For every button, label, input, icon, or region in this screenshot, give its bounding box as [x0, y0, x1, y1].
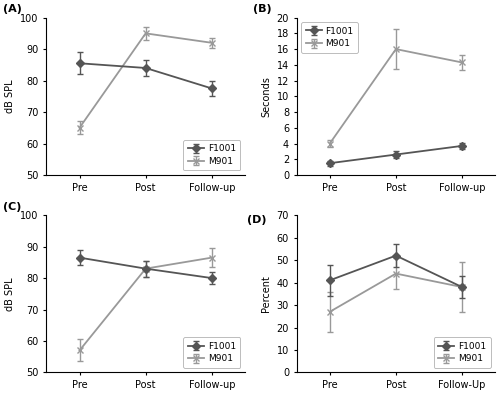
Y-axis label: dB SPL: dB SPL [5, 79, 15, 113]
Y-axis label: dB SPL: dB SPL [5, 277, 15, 310]
Legend: F1001, M901: F1001, M901 [301, 22, 358, 53]
Legend: F1001, M901: F1001, M901 [184, 337, 240, 368]
Text: (C): (C) [3, 202, 21, 212]
Text: (B): (B) [253, 4, 272, 15]
Y-axis label: Percent: Percent [261, 275, 271, 312]
Text: (A): (A) [3, 4, 22, 15]
Legend: F1001, M901: F1001, M901 [184, 140, 240, 171]
Legend: F1001, M901: F1001, M901 [434, 337, 490, 368]
Text: (D): (D) [247, 215, 266, 225]
Y-axis label: Seconds: Seconds [261, 76, 271, 117]
